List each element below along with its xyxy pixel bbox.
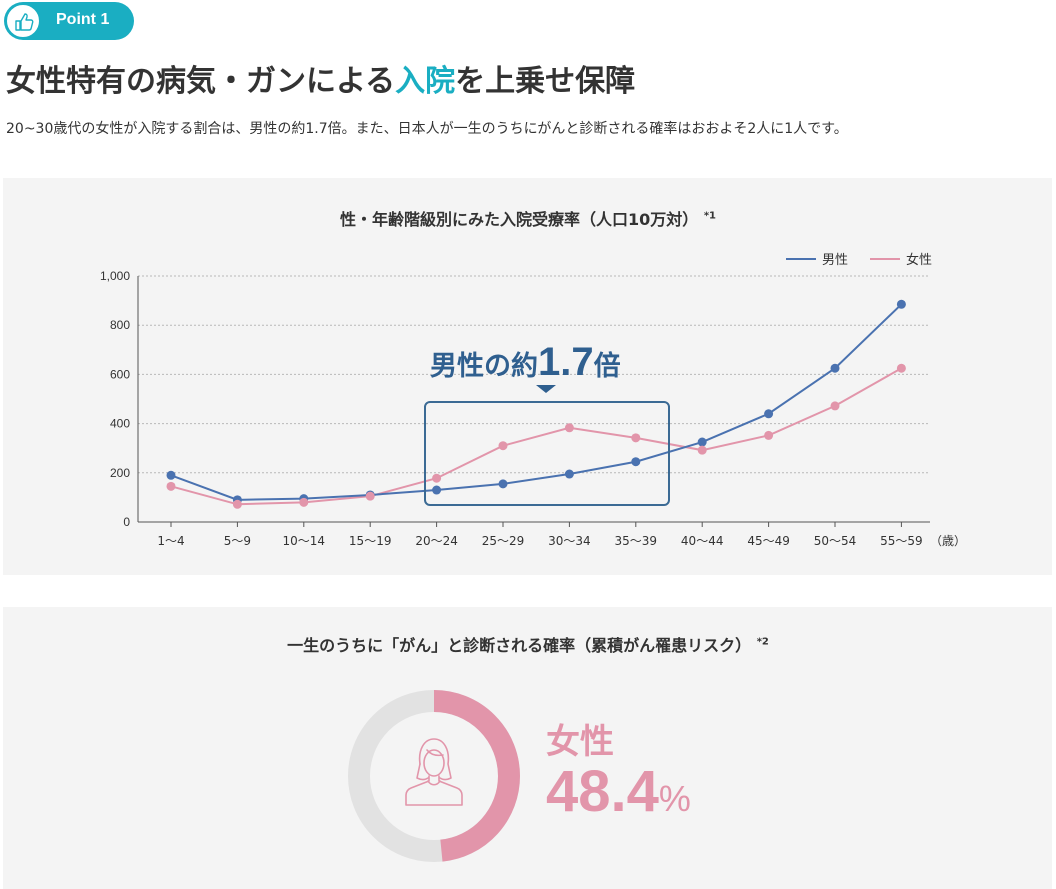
callout-text: 男性の約1.7倍 (430, 340, 621, 385)
donut-value: 48.4% (546, 758, 691, 825)
data-point (365, 491, 375, 501)
donut-value-arc (348, 690, 520, 862)
x-tick-label: 55〜59 (880, 534, 923, 548)
intro-text: 20~30歳代の女性が入院する割合は、男性の約1.7倍。また、日本人が一生のうち… (6, 121, 848, 137)
data-point (764, 409, 774, 419)
y-tick-label: 600 (110, 367, 130, 381)
callout-suffix: 倍 (593, 351, 621, 382)
x-tick-label: 10〜14 (283, 534, 326, 548)
y-tick-label: 800 (110, 318, 130, 332)
x-tick-label: 40〜44 (681, 534, 724, 548)
callout-number: 1.7 (538, 340, 594, 384)
y-tick-label: 0 (123, 515, 130, 529)
x-tick-label: 5〜9 (224, 534, 251, 548)
data-point (166, 470, 176, 480)
point-badge: Point 1 (4, 2, 134, 40)
badge-label: Point 1 (56, 11, 110, 28)
donut-title-text: 一生のうちに「がん」と診断される確率（累積がん罹患リスク） (287, 636, 752, 655)
x-tick-label: 1〜4 (157, 534, 184, 548)
data-point (697, 445, 707, 455)
data-point (697, 437, 707, 447)
x-tick-label: 50〜54 (814, 534, 857, 548)
y-tick-label: 200 (110, 466, 130, 480)
data-point (432, 473, 442, 483)
line-chart-title: 性・年齢階級別にみた入院受療率（人口10万対） *1 (0, 206, 1056, 230)
title-highlight: 入院 (395, 64, 456, 99)
line-chart-title-text: 性・年齢階級別にみた入院受療率（人口10万対） (339, 210, 699, 229)
data-point (631, 457, 641, 467)
callout-prefix: 男性の約 (430, 351, 538, 382)
data-point (166, 481, 176, 491)
x-tick-label: 30〜34 (548, 534, 591, 548)
legend-label: 女性 (906, 252, 932, 268)
data-point (764, 430, 774, 440)
callout-arrow (536, 385, 556, 393)
donut-panel (3, 607, 1052, 889)
data-point (631, 433, 641, 443)
woman-icon (405, 738, 463, 806)
x-unit-label: （歳） (930, 534, 966, 548)
data-point (896, 299, 906, 309)
donut-value-unit: % (658, 778, 691, 819)
series-line (170, 367, 902, 506)
y-tick-label: 1,000 (100, 269, 130, 283)
highlight-box (424, 401, 670, 506)
title-text: 女性特有の病気・ガンによる (6, 64, 396, 99)
legend-label: 男性 (822, 253, 848, 268)
data-point (498, 479, 508, 489)
x-tick-label: 25〜29 (482, 534, 525, 548)
donut-label: 女性 (546, 722, 614, 762)
donut-value-number: 48.4 (546, 759, 659, 824)
x-tick-label: 45〜49 (747, 534, 790, 548)
line-chart-note: *1 (703, 210, 717, 222)
data-point (564, 469, 574, 479)
thumbs-up-icon (6, 4, 40, 38)
donut-note: *2 (756, 636, 769, 648)
data-point (896, 363, 906, 373)
title-text-end: を上乗せ保障 (455, 64, 636, 99)
data-point (830, 401, 840, 411)
y-tick-label: 400 (110, 417, 130, 431)
data-point (564, 423, 574, 433)
series-line (170, 303, 903, 501)
data-point (830, 363, 840, 373)
x-tick-label: 20〜24 (415, 534, 458, 548)
data-point (498, 441, 508, 451)
data-point (432, 485, 442, 495)
donut-title: 一生のうちに「がん」と診断される確率（累積がん罹患リスク） *2 (0, 632, 1056, 656)
data-point (232, 499, 242, 509)
data-point (299, 497, 309, 507)
page-title: 女性特有の病気・ガンによる入院を上乗せ保障 (6, 56, 635, 100)
x-tick-label: 15〜19 (349, 534, 392, 548)
x-tick-label: 35〜39 (615, 534, 658, 548)
line-chart-panel (3, 178, 1052, 575)
